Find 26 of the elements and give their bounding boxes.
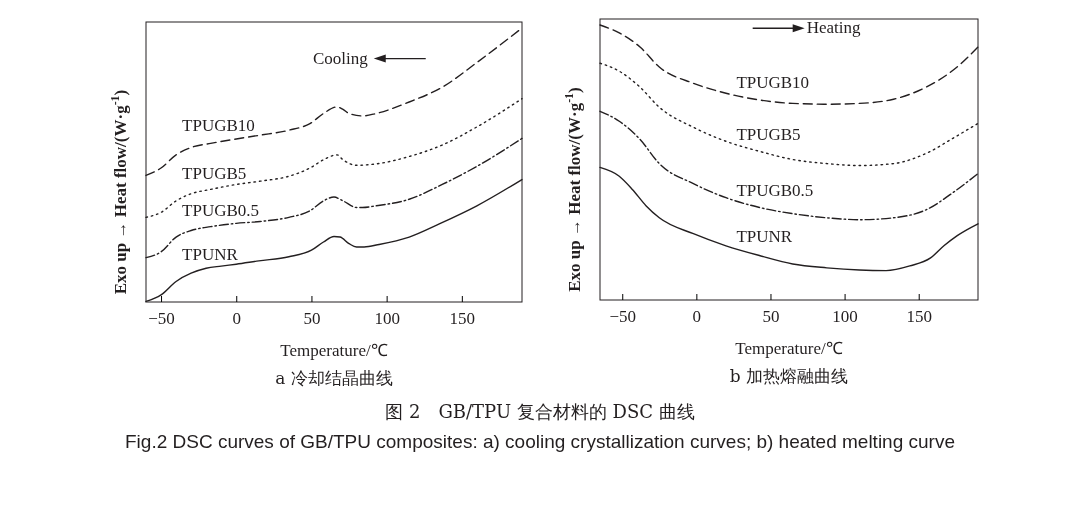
series-label: TPUGB0.5 <box>736 181 814 201</box>
series-label: TPUGB10 <box>182 115 255 135</box>
series-label: TPUGB5 <box>736 124 801 144</box>
x-tick-label: 0 <box>692 307 702 327</box>
annotation: Heating <box>806 18 861 38</box>
x-tick-label: 50 <box>762 307 780 327</box>
x-tick-label: −50 <box>148 309 175 329</box>
caption: Fig.2 DSC curves of GB/TPU composites: a) cooling crystallization curves; b) heated melting curve <box>125 431 955 452</box>
series-label: TPUNR <box>182 245 239 265</box>
x-tick-label: 100 <box>374 309 400 329</box>
text: b 加热熔融曲线 <box>729 366 849 386</box>
annotation: Cooling <box>312 48 369 68</box>
series-label: TPUGB5 <box>182 164 247 184</box>
series-label: TPUGB10 <box>736 72 810 92</box>
x-tick-label: 0 <box>232 309 241 329</box>
series-label: TPUGB0.5 <box>182 200 260 220</box>
x-tick-label: 150 <box>906 307 932 327</box>
x-axis-title: Temperature/℃ <box>280 341 388 360</box>
x-tick-label: 50 <box>303 309 321 329</box>
x-axis-title: Temperature/℃ <box>735 339 843 358</box>
x-tick-label: −50 <box>609 307 637 327</box>
caption: 图 2 GB/TPU 复合材料的 DSC 曲线 <box>385 401 695 422</box>
series-label: TPUNR <box>736 227 793 247</box>
text: a 冷却结晶曲线 <box>275 368 393 388</box>
x-tick-label: 150 <box>449 309 476 329</box>
x-tick-label: 100 <box>832 307 858 327</box>
